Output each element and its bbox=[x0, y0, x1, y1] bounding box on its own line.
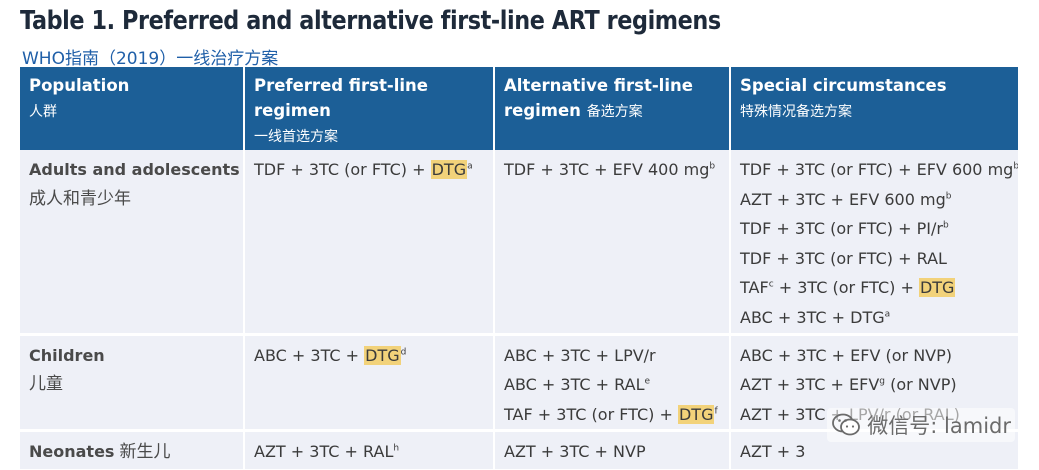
preferred-cell: TDF + 3TC (or FTC) + DTGa bbox=[244, 150, 495, 334]
regimen-line: AZT + 3TC + RALh bbox=[254, 437, 485, 467]
header-label-cn: 备选方案 bbox=[586, 104, 643, 120]
footnote-mark: e bbox=[644, 376, 651, 387]
regimen-table: Population 人群 Preferred first-line regim… bbox=[20, 67, 1018, 470]
watermark-text: 微信号: lamidr bbox=[867, 414, 1011, 438]
footnote-mark: d bbox=[400, 347, 407, 358]
regimen-text: ABC + 3TC + bbox=[254, 345, 365, 365]
regimen-text: TAF bbox=[740, 278, 769, 297]
alternative-cell: TDF + 3TC + EFV 400 mgb bbox=[494, 150, 731, 334]
header-label-cn: 特殊情况备选方案 bbox=[740, 104, 852, 120]
highlighted-drug: DTG bbox=[677, 404, 715, 424]
population-name-cn: 新生儿 bbox=[119, 442, 171, 462]
population-name-cn: 成人和青少年 bbox=[29, 188, 131, 209]
footnote-mark: b bbox=[942, 220, 949, 231]
regimen-text: TAF + 3TC (or FTC) + bbox=[504, 404, 678, 424]
header-label: Alternative first-line regimen bbox=[504, 76, 693, 120]
footnote-mark: a bbox=[467, 161, 473, 172]
population-cell: Adults and adolescents 成人和青少年 bbox=[20, 150, 245, 334]
regimen-line: TDF + 3TC (or FTC) + PI/rb bbox=[740, 214, 1010, 244]
regimen-line: AZT + 3 bbox=[740, 437, 1010, 467]
regimen-text: AZT + 3 bbox=[740, 442, 806, 461]
footnote-mark: a bbox=[884, 309, 891, 320]
header-label: Population bbox=[29, 76, 130, 95]
regimen-line: ABC + 3TC + DTGa bbox=[740, 303, 1010, 333]
regimen-line: TAF + 3TC (or FTC) + DTGf bbox=[504, 400, 721, 430]
regimen-text: AZT + 3TC + EFV 600 mg bbox=[740, 189, 946, 209]
regimen-line: ABC + 3TC + EFV (or NVP) bbox=[740, 341, 1010, 371]
regimen-line: ABC + 3TC + RALe bbox=[504, 370, 721, 400]
regimen-text: ABC + 3TC + LPV/r bbox=[504, 345, 656, 365]
regimen-line: AZT + 3TC + NVP bbox=[504, 437, 721, 467]
footnote-mark: h bbox=[393, 443, 400, 454]
regimen-text: ABC + 3TC + EFV (or NVP) bbox=[740, 345, 952, 365]
footnote-mark: b bbox=[1013, 162, 1018, 172]
regimen-line: TDF + 3TC (or FTC) + RAL bbox=[740, 244, 1010, 274]
regimen-text: AZT + 3TC + RAL bbox=[254, 442, 394, 461]
highlighted-drug: DTG bbox=[430, 160, 468, 179]
regimen-text: + 3TC (or FTC) + bbox=[773, 278, 919, 297]
wechat-icon bbox=[832, 413, 861, 436]
population-cell: Neonates 新生儿 bbox=[20, 430, 245, 470]
footnote-mark: b bbox=[945, 191, 952, 202]
regimen-text: TDF + 3TC + EFV 400 mg bbox=[504, 160, 710, 179]
highlighted-drug: DTG bbox=[918, 278, 956, 297]
alternative-cell: ABC + 3TC + LPV/r ABC + 3TC + RALe TAF + 3… bbox=[494, 334, 731, 431]
regimen-line: TDF + 3TC (or FTC) + DTGa bbox=[254, 155, 485, 185]
footnote-mark: f bbox=[714, 406, 718, 417]
regimen-line: AZT + 3TC + EFVg (or NVP) bbox=[740, 370, 1010, 400]
regimen-text: ABC + 3TC + DTG bbox=[740, 307, 885, 327]
table-row-adults: Adults and adolescents 成人和青少年 TDF + 3TC … bbox=[20, 150, 1018, 334]
population-cell: Children 儿童 bbox=[20, 334, 245, 431]
regimen-line: ABC + 3TC + LPV/r bbox=[504, 341, 721, 371]
table-row-children: Children 儿童 ABC + 3TC + DTGd ABC + 3TC +… bbox=[20, 334, 1018, 431]
regimen-text: (or NVP) bbox=[885, 375, 957, 394]
table-subtitle: WHO指南（2019）一线治疗方案 bbox=[22, 49, 279, 69]
population-name-cn: 儿童 bbox=[29, 374, 63, 394]
population-name: Adults and adolescents bbox=[29, 160, 240, 179]
regimen-text: AZT + 3TC + EFV bbox=[740, 375, 880, 394]
header-label: Preferred first-line regimen bbox=[254, 76, 428, 120]
header-row: Population 人群 Preferred first-line regim… bbox=[20, 67, 1018, 150]
footnote-mark: g bbox=[879, 376, 885, 387]
header-special: Special circumstances 特殊情况备选方案 bbox=[730, 67, 1018, 150]
table-row-neonates: Neonates 新生儿 AZT + 3TC + RALh AZT + 3TC … bbox=[20, 430, 1018, 470]
header-alternative: Alternative first-line regimen 备选方案 bbox=[494, 67, 731, 150]
table-title: Table 1. Preferred and alternative first… bbox=[20, 6, 721, 36]
preferred-cell: AZT + 3TC + RALh bbox=[244, 430, 495, 470]
regimen-line: TDF + 3TC (or FTC) + EFV 600 mgb bbox=[740, 155, 1018, 185]
footnote-mark: c bbox=[768, 279, 774, 290]
header-preferred: Preferred first-line regimen 一线首选方案 bbox=[244, 67, 495, 150]
header-label-cn: 人群 bbox=[29, 104, 57, 120]
special-cell: TDF + 3TC (or FTC) + EFV 600 mgbAZT + 3T… bbox=[730, 150, 1018, 334]
regimen-text: AZT + 3TC + NVP bbox=[504, 442, 646, 461]
highlighted-drug: DTG bbox=[364, 345, 401, 365]
header-label: Special circumstances bbox=[740, 76, 947, 95]
alternative-cell: AZT + 3TC + NVP bbox=[494, 430, 731, 470]
population-name: Children bbox=[29, 345, 105, 365]
regimen-text: TDF + 3TC (or FTC) + EFV 600 mg bbox=[740, 160, 1014, 179]
regimen-text: ABC + 3TC + RAL bbox=[504, 375, 645, 394]
regimen-line: TAFc + 3TC (or FTC) + DTG bbox=[740, 273, 1010, 303]
regimen-text: TDF + 3TC (or FTC) + RAL bbox=[740, 248, 947, 268]
header-label-cn: 一线首选方案 bbox=[254, 129, 338, 145]
footnote-mark: b bbox=[709, 161, 716, 172]
regimen-line: AZT + 3TC + EFV 600 mgb bbox=[740, 185, 1010, 215]
population-name: Neonates bbox=[29, 442, 115, 461]
regimen-line: TDF + 3TC + EFV 400 mgb bbox=[504, 155, 721, 185]
wechat-watermark: 微信号: lamidr bbox=[827, 408, 1015, 442]
regimen-text: TDF + 3TC (or FTC) + PI/r bbox=[740, 219, 943, 238]
header-population: Population 人群 bbox=[20, 67, 245, 150]
regimen-text: TDF + 3TC (or FTC) + bbox=[254, 160, 431, 179]
regimen-line: ABC + 3TC + DTGd bbox=[254, 341, 485, 371]
preferred-cell: ABC + 3TC + DTGd bbox=[244, 334, 495, 431]
